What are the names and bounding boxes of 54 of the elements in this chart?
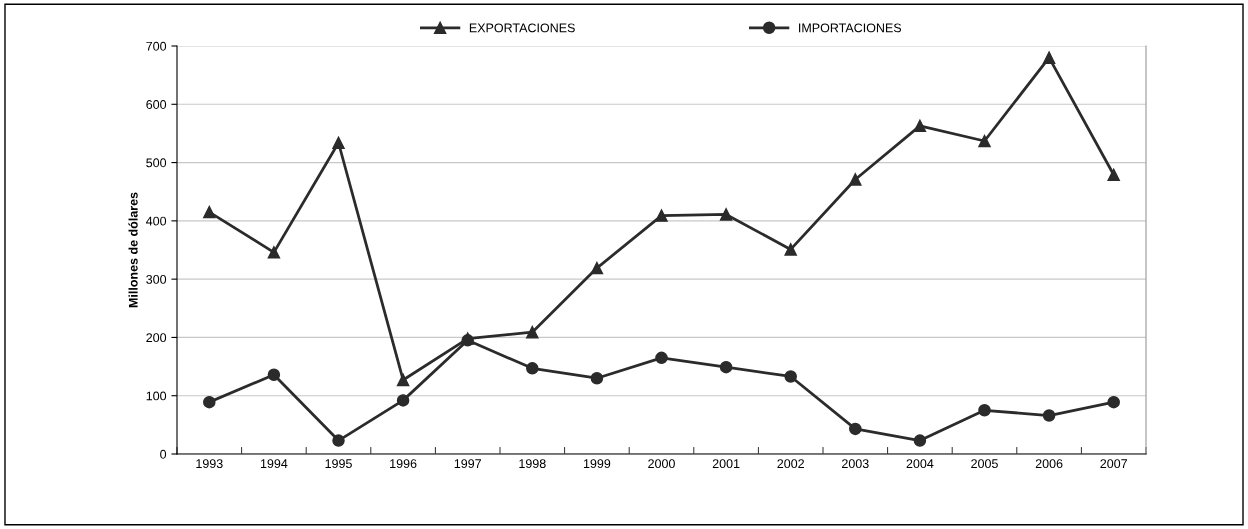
y-tick-label: 500 — [146, 158, 167, 168]
x-tick-label: 2003 — [842, 459, 869, 469]
point — [1042, 51, 1056, 64]
y-tick-label: 100 — [146, 391, 167, 401]
point — [590, 371, 604, 385]
x-tick-label: 1997 — [454, 459, 481, 469]
y-tick-label: 700 — [146, 41, 167, 51]
x-tick-label: 2000 — [648, 459, 675, 469]
x-tick-label: 2004 — [906, 459, 934, 469]
y-tick-label: 200 — [146, 333, 167, 343]
point — [332, 136, 345, 150]
legend-label: IMPORTACIONES — [799, 23, 902, 33]
x-tick-label: 2007 — [1100, 459, 1127, 469]
y-tick-label: 300 — [146, 274, 167, 284]
point — [849, 173, 862, 186]
x-tick-label: 2002 — [777, 459, 804, 469]
point — [784, 243, 797, 256]
point — [719, 208, 733, 221]
x-tick-label: 1999 — [583, 459, 611, 469]
point — [978, 134, 991, 148]
point — [655, 209, 668, 222]
point — [784, 370, 797, 383]
point — [1107, 395, 1120, 409]
x-tick-label: 2001 — [712, 459, 740, 469]
point — [526, 325, 539, 339]
x-tick-label: 2005 — [971, 459, 998, 469]
y-tick-label: 0 — [160, 449, 167, 459]
x-tick-label: 1994 — [260, 459, 288, 469]
x-tick-label: 1996 — [390, 459, 417, 469]
x-tick-label: 2006 — [1035, 459, 1063, 469]
point — [396, 373, 410, 387]
point — [267, 368, 281, 381]
point — [203, 395, 216, 409]
point — [396, 394, 410, 407]
point — [526, 362, 539, 375]
point — [590, 261, 604, 275]
y-tick-label: 400 — [146, 216, 167, 226]
point — [978, 404, 991, 417]
point — [655, 351, 668, 365]
point — [267, 246, 281, 259]
legend-label: EXPORTACIONES — [469, 23, 575, 33]
point — [849, 422, 862, 436]
x-tick-label: 1993 — [196, 459, 223, 469]
point — [913, 434, 927, 447]
point — [203, 205, 216, 219]
y-tick-label: 600 — [146, 100, 167, 109]
point — [913, 119, 927, 133]
point — [1107, 168, 1120, 182]
y-axis-title: Millones de dólares — [128, 192, 138, 308]
point — [719, 360, 733, 374]
x-tick-label: 1998 — [519, 459, 546, 469]
point — [332, 434, 345, 447]
point — [1042, 409, 1056, 422]
x-tick-label: 1995 — [325, 459, 352, 469]
